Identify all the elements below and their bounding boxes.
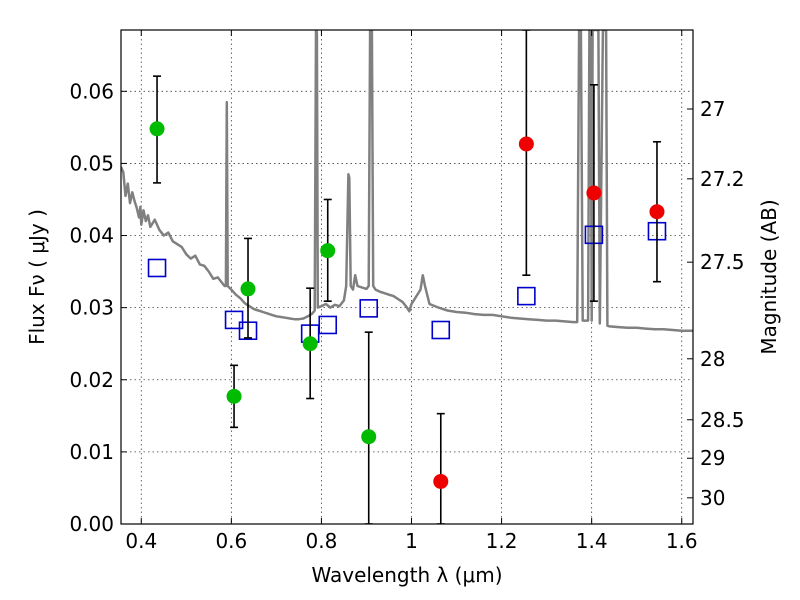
- flux-point-marker: [586, 185, 602, 201]
- model-square-marker: [359, 299, 379, 318]
- model-square-marker: [224, 310, 244, 330]
- model-sed-line-group: [121, 30, 693, 332]
- y-tick-label: 0.04: [69, 224, 114, 248]
- x-tick-label: 0.8: [306, 529, 338, 553]
- flux-point-marker: [240, 281, 256, 297]
- x-tick-label: 1.4: [576, 529, 608, 553]
- plot-frame: [120, 29, 694, 525]
- model-square-marker: [431, 320, 451, 340]
- right-tick-label: 28: [700, 347, 725, 371]
- right-tick-label: 30: [700, 486, 725, 510]
- model-square-marker: [517, 286, 536, 306]
- y-tick-label: 0.06: [69, 79, 114, 103]
- y-axis-right-label: Magnitude (AB): [757, 199, 781, 354]
- y-tick-label: 0.00: [69, 512, 114, 536]
- data-points: [147, 30, 667, 524]
- x-tick-label: 1.6: [666, 529, 698, 553]
- model-square-marker: [147, 258, 167, 278]
- y-axis-label: Flux Fν ( μJy ): [25, 209, 49, 345]
- right-tick-label: 27.5: [700, 250, 745, 274]
- model-sed-line: [121, 30, 693, 332]
- right-tick-label: 29: [700, 446, 725, 470]
- x-tick-label: 0.6: [215, 529, 247, 553]
- flux-point-marker: [361, 429, 377, 445]
- y-tick-label: 0.05: [69, 151, 114, 175]
- x-axis-label: Wavelength λ (μm): [311, 563, 502, 587]
- y-tick-label: 0.02: [69, 368, 114, 392]
- y-tick-label: 0.03: [69, 296, 114, 320]
- x-tick-label: 1: [405, 529, 418, 553]
- flux-point-marker: [149, 121, 165, 137]
- x-tick-label: 1.2: [486, 529, 518, 553]
- right-tick-label: 27.2: [700, 167, 745, 191]
- axis-ticks: 0.4 0.6 0.8 1 1.2 1.4 1.6 0.00 0.01 0.02 0.03 0.04 0…: [69, 30, 745, 553]
- y-tick-label: 0.01: [69, 440, 114, 464]
- flux-point-marker: [320, 243, 336, 259]
- x-tick-label: 0.4: [125, 529, 157, 553]
- flux-point-marker: [433, 473, 449, 489]
- flux-point-marker: [226, 388, 242, 404]
- flux-point-marker: [302, 336, 318, 352]
- model-square-marker: [318, 315, 338, 335]
- flux-point-marker: [649, 204, 665, 220]
- right-tick-label: 27: [700, 97, 725, 121]
- flux-point-marker: [518, 136, 534, 152]
- right-tick-label: 28.5: [700, 408, 745, 432]
